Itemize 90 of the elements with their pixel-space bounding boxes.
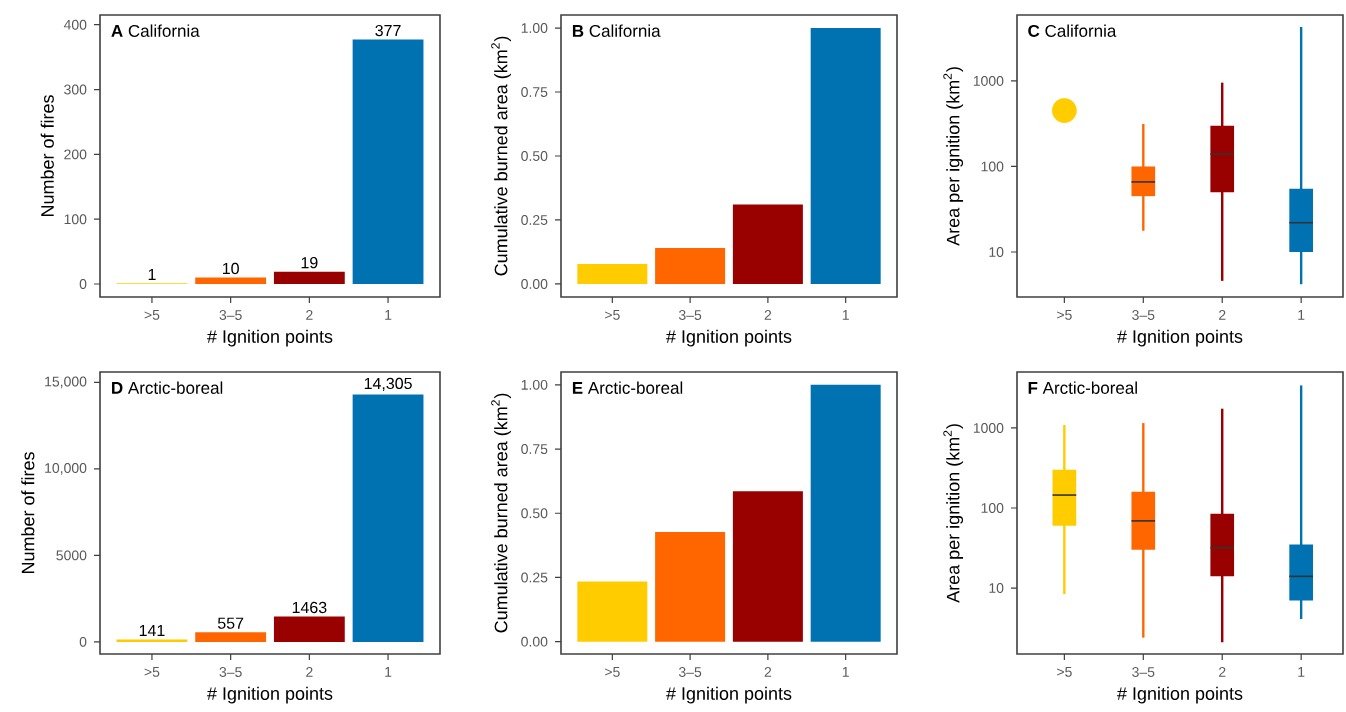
- x-tick-label: 2: [764, 667, 772, 677]
- y-tick-label: 1.00: [521, 379, 548, 390]
- y-tick-label: 0.75: [521, 444, 548, 454]
- bar: [810, 28, 881, 284]
- y-tick-label: 400: [63, 19, 87, 30]
- data-label: 1463: [292, 601, 327, 614]
- y-tick-label: 0.25: [521, 572, 548, 583]
- y-axis-title: Cumulative burned area (km$^{2}$): [491, 393, 511, 633]
- bar: [577, 263, 648, 284]
- x-tick-label: 2: [764, 310, 772, 320]
- x-axis-title: # Ignition points: [1117, 686, 1243, 704]
- y-tick-label: 0: [79, 279, 87, 289]
- bar: [655, 248, 726, 284]
- chart-title: D Arctic-boreal: [112, 381, 223, 394]
- bar: [732, 204, 803, 284]
- data-label: 377: [375, 24, 401, 37]
- y-tick-label: 1.00: [521, 23, 548, 33]
- y-tick-label: 15,000: [45, 376, 87, 389]
- x-tick-label: 1: [1298, 310, 1305, 320]
- x-tick-label: 3–5: [678, 310, 702, 320]
- chart-title: B California: [572, 24, 661, 37]
- y-tick-label: 0.75: [521, 87, 548, 97]
- x-axis-title: # Ignition points: [207, 329, 333, 347]
- bar: [577, 581, 648, 642]
- y-tick-label: 0.00: [521, 636, 548, 647]
- y-tick-label: 10: [989, 583, 1004, 593]
- bar: [352, 394, 424, 642]
- x-tick-label: 1: [842, 667, 849, 677]
- x-tick-label: >5: [605, 667, 620, 677]
- x-tick-label: >5: [144, 310, 160, 320]
- y-axis-title: Number of fires: [40, 95, 54, 217]
- bar: [273, 616, 345, 642]
- y-tick-label: 10,000: [45, 463, 87, 475]
- y-tick-label: 1000: [973, 423, 1004, 433]
- chart-title: A California: [111, 24, 200, 37]
- y-axis-title: Cumulative burned area (km$^{2}$): [491, 36, 511, 276]
- y-tick-label: 100: [64, 214, 87, 225]
- data-label: 1: [148, 268, 156, 280]
- bar: [732, 491, 803, 642]
- x-tick-label: 3–5: [1132, 310, 1155, 320]
- x-tick-label: 2: [1219, 667, 1226, 677]
- x-axis-title: # Ignition points: [666, 329, 792, 347]
- x-tick-label: 3–5: [219, 667, 242, 677]
- y-tick-label: 0: [79, 636, 87, 647]
- data-label: 10: [222, 262, 239, 275]
- data-label: 14,305: [364, 377, 412, 391]
- x-tick-label: 2: [1219, 310, 1226, 320]
- bar: [195, 277, 267, 285]
- y-axis-title: Area per ignition (km$^{2}$): [943, 424, 964, 603]
- x-tick-label: 3–5: [219, 310, 242, 320]
- bar: [352, 39, 424, 285]
- x-tick-label: >5: [144, 667, 160, 677]
- x-tick-label: >5: [605, 310, 620, 320]
- data-label: 19: [301, 256, 318, 269]
- x-axis-title: # Ignition points: [1117, 329, 1243, 347]
- chart-title: F Arctic-boreal: [1028, 381, 1137, 394]
- chart-title: C California: [1028, 24, 1117, 37]
- x-tick-label: 2: [306, 667, 313, 677]
- y-tick-label: 0.50: [521, 508, 548, 519]
- bar: [273, 271, 345, 285]
- x-tick-label: 3–5: [678, 667, 702, 677]
- y-tick-label: 0.50: [521, 151, 548, 161]
- y-tick-label: 200: [64, 149, 87, 160]
- x-axis-title: # Ignition points: [666, 686, 792, 704]
- x-tick-label: >5: [1057, 667, 1072, 677]
- y-tick-label: 100: [981, 503, 1004, 513]
- bar: [116, 639, 188, 642]
- bar: [655, 531, 726, 642]
- y-tick-label: 1000: [973, 76, 1004, 86]
- data-label: 141: [139, 625, 165, 637]
- y-tick-label: 10: [989, 247, 1004, 257]
- bar: [195, 632, 267, 642]
- data-label: 557: [217, 617, 244, 629]
- x-tick-label: 1: [842, 310, 849, 320]
- x-tick-label: >5: [1057, 310, 1072, 320]
- x-tick-label: 1: [385, 310, 392, 320]
- x-tick-label: 1: [385, 667, 392, 677]
- y-tick-label: 100: [981, 161, 1004, 172]
- y-tick-label: 0.25: [521, 215, 548, 225]
- y-axis-title: Area per ignition (km$^{2}$): [943, 67, 964, 246]
- x-tick-label: 1: [1298, 667, 1305, 677]
- bar: [810, 384, 881, 642]
- y-axis-title: Number of fires: [21, 452, 35, 574]
- x-tick-label: 2: [306, 310, 313, 320]
- y-tick-label: 0.00: [521, 279, 548, 289]
- chart-title: E Arctic-boreal: [572, 381, 683, 394]
- y-tick-label: 300: [64, 84, 87, 95]
- x-tick-label: 3–5: [1132, 667, 1155, 677]
- y-tick-label: 5000: [56, 550, 87, 561]
- x-axis-title: # Ignition points: [207, 686, 333, 704]
